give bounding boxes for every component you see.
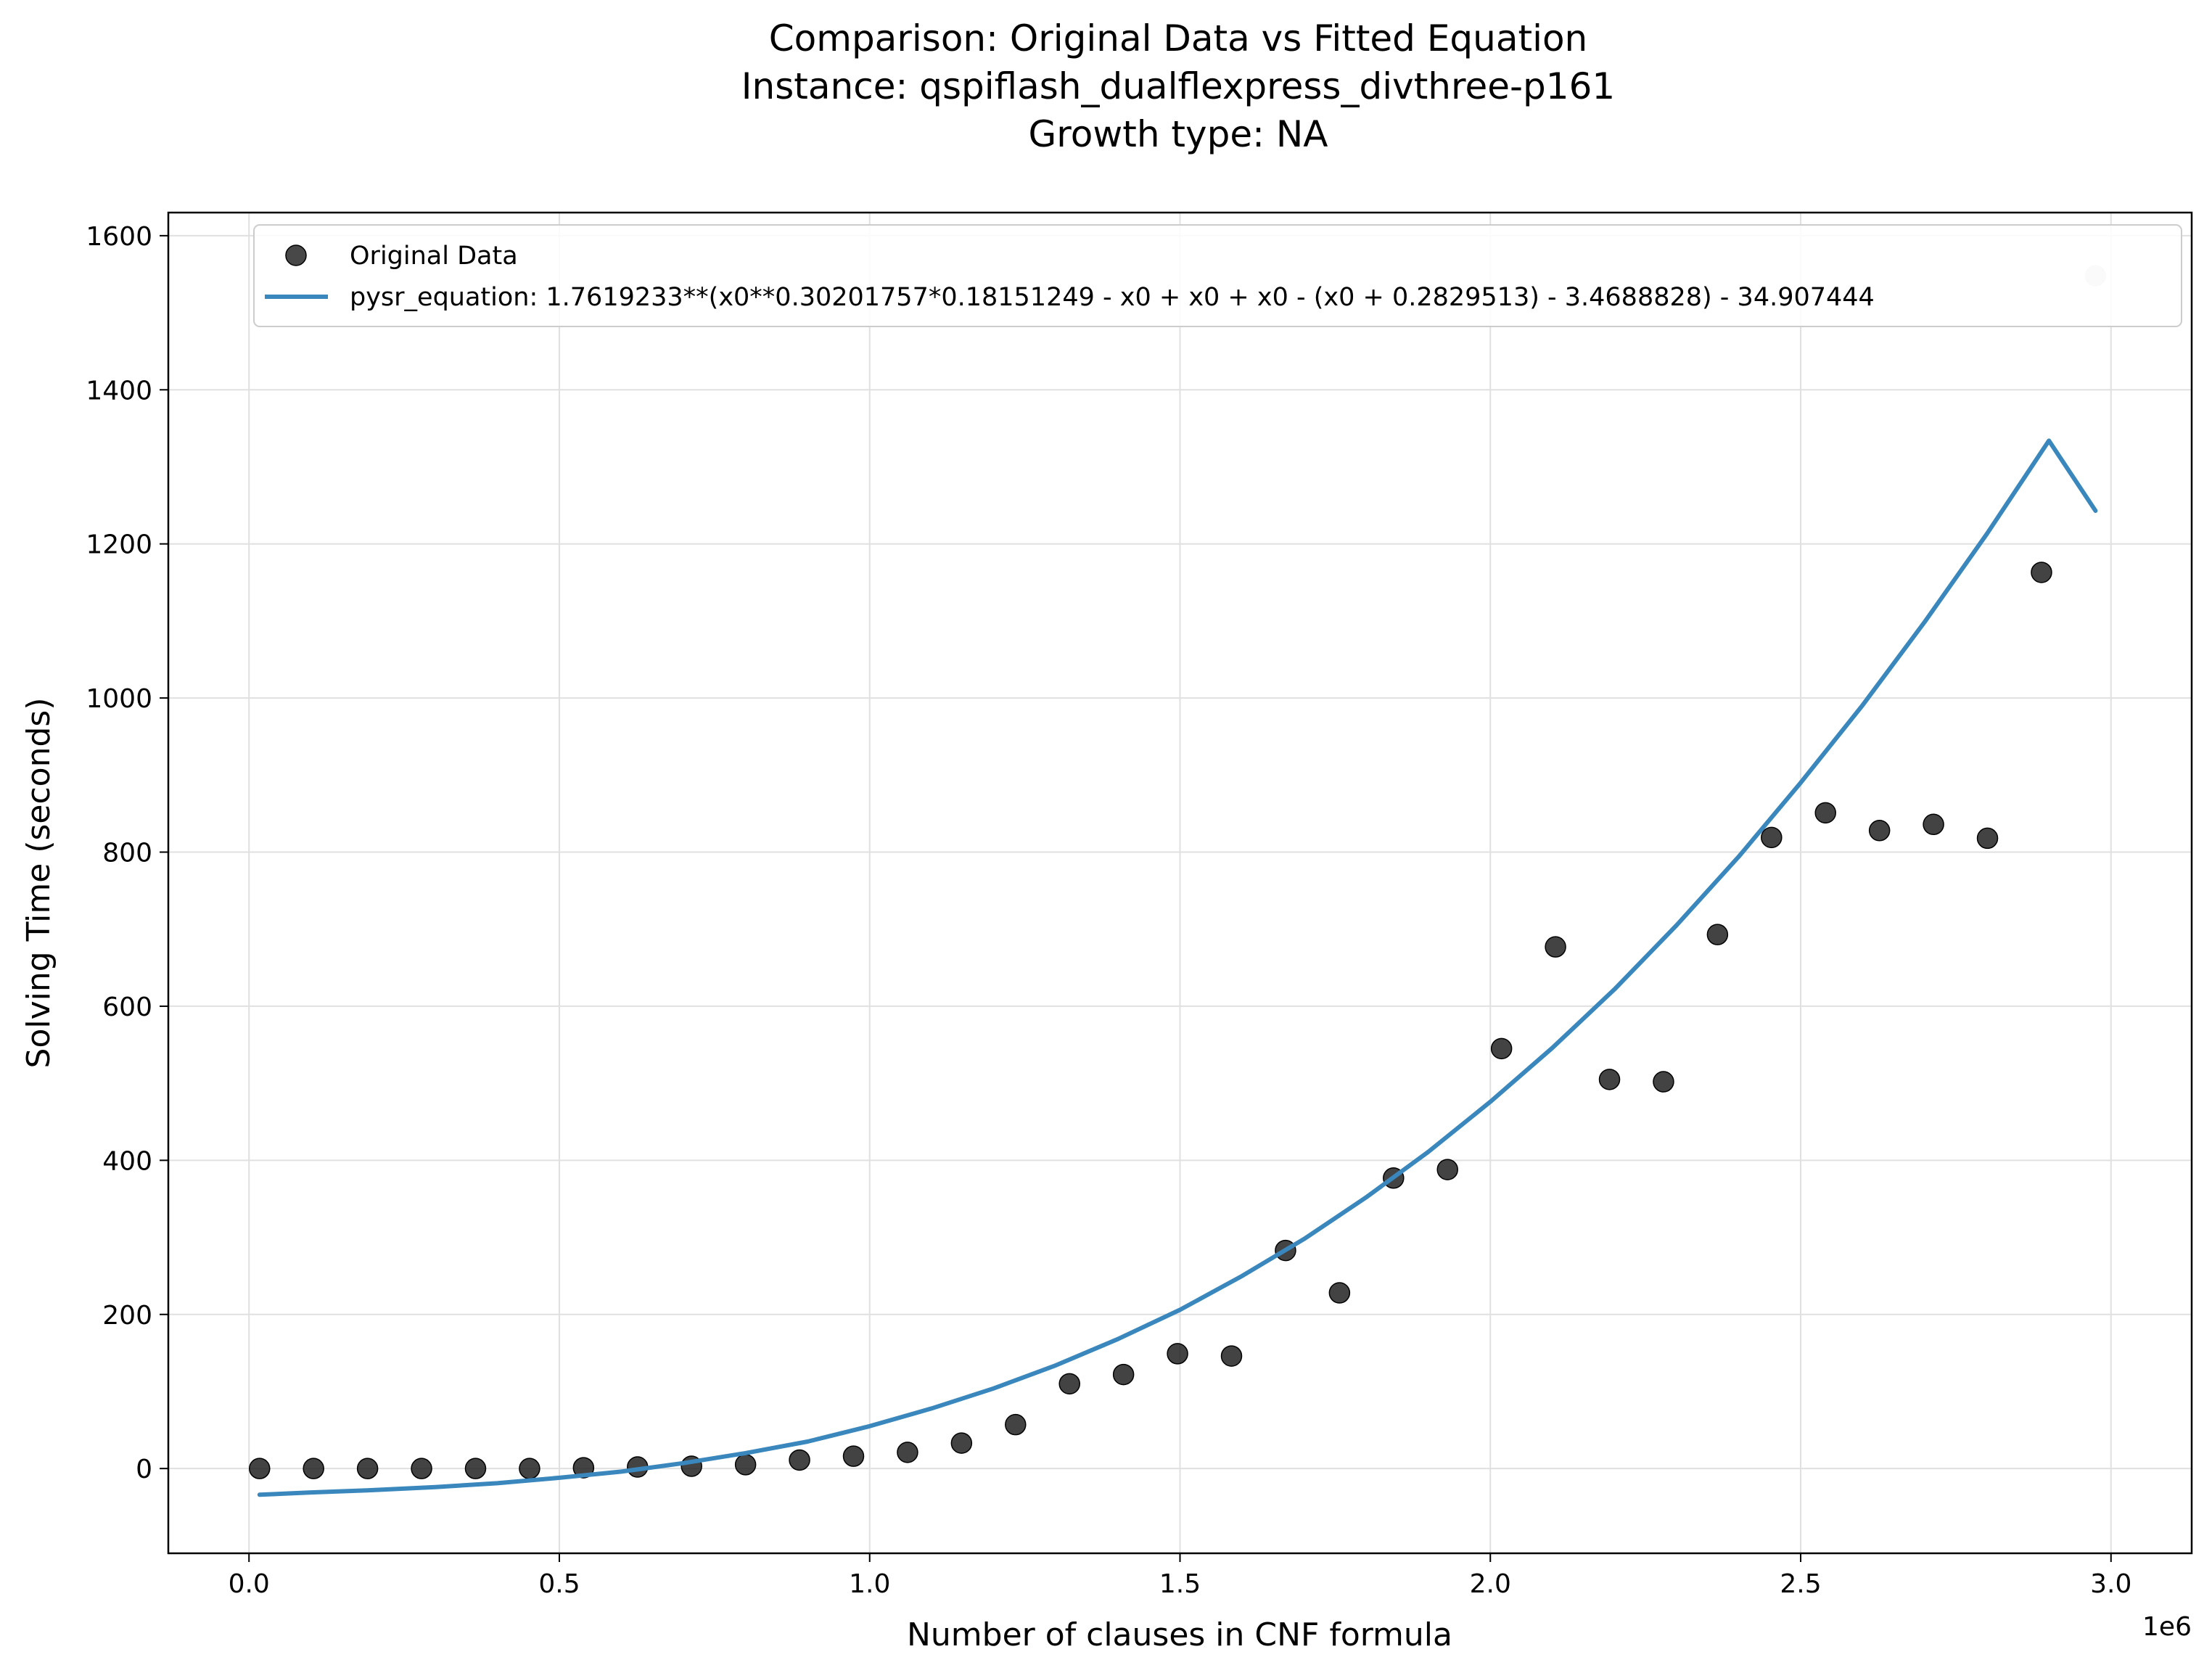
data-point [356,1458,379,1479]
axis-ticks: 0.0 0.5 1.0 1.5 2.0 2.5 3.0 0 200 400 600 800 1000 12… [86,222,2131,1599]
data-point [950,1432,973,1454]
title-line-3: Growth type: NA [1029,113,1328,155]
y-tick-label: 0 [136,1455,152,1484]
x-tick-label: 1.5 [1159,1569,1201,1599]
x-tick-label: 1.0 [849,1569,890,1599]
data-point [1058,1373,1080,1395]
data-point [1328,1282,1351,1304]
grid [168,213,2192,1553]
legend-label-original-data: Original Data [350,242,518,271]
data-point [734,1454,757,1476]
y-tick-label: 200 [102,1301,152,1331]
data-point [1706,924,1729,945]
y-tick-label: 600 [102,992,152,1022]
y-tick-label: 1000 [86,684,152,714]
data-point [1220,1345,1243,1367]
data-point [249,1458,271,1479]
data-point [519,1458,540,1479]
legend-label-pysr-equation: pysr_equation: 1.7619233**(x0**0.3020175… [350,283,1875,312]
x-tick-label: 0.0 [229,1569,270,1599]
x-tick-label: 0.5 [538,1569,580,1599]
chart-title: Comparison: Original Data vs Fitted Equa… [741,17,1615,155]
data-point [1545,936,1566,958]
data-point [1490,1037,1513,1060]
data-point [1976,827,1999,850]
data-point [1436,1159,1458,1180]
data-point [789,1449,810,1471]
data-point [1814,802,1836,824]
data-point [1868,820,1891,842]
x-tick-label: 3.0 [2090,1569,2131,1599]
plot-series [249,265,2107,1497]
data-point [1112,1363,1135,1386]
data-point [411,1458,432,1479]
data-point [897,1442,918,1463]
x-axis-label: Number of clauses in CNF formula [907,1616,1452,1653]
y-tick-label: 1200 [86,530,152,560]
title-line-1: Comparison: Original Data vs Fitted Equa… [769,17,1588,59]
x-tick-label: 2.0 [1470,1569,1511,1599]
y-tick-label: 1400 [86,376,152,406]
title-line-2: Instance: qspiflash_dualflexpress_divthr… [741,65,1615,107]
legend: Original Data pysr_equation: 1.7619233**… [253,224,2182,327]
y-tick-label: 1600 [86,222,152,252]
data-point [1653,1071,1674,1093]
data-point [1761,826,1783,849]
y-axis-label: Solving Time (seconds) [20,698,57,1069]
data-point [303,1458,324,1479]
legend-box [253,224,2182,327]
data-point [842,1445,865,1467]
legend-scatter-marker [285,244,307,266]
data-point [2031,562,2052,583]
data-point [1598,1069,1621,1090]
fitted-equation-line [257,438,2098,1497]
data-point [1923,813,1944,836]
data-point [1005,1413,1027,1436]
data-point [464,1458,487,1479]
y-tick-label: 800 [102,839,152,868]
x-tick-label: 2.5 [1780,1569,1821,1599]
x-axis-offset-label: 1e6 [2142,1612,2192,1642]
data-point [1167,1343,1188,1365]
y-tick-label: 400 [102,1146,152,1176]
